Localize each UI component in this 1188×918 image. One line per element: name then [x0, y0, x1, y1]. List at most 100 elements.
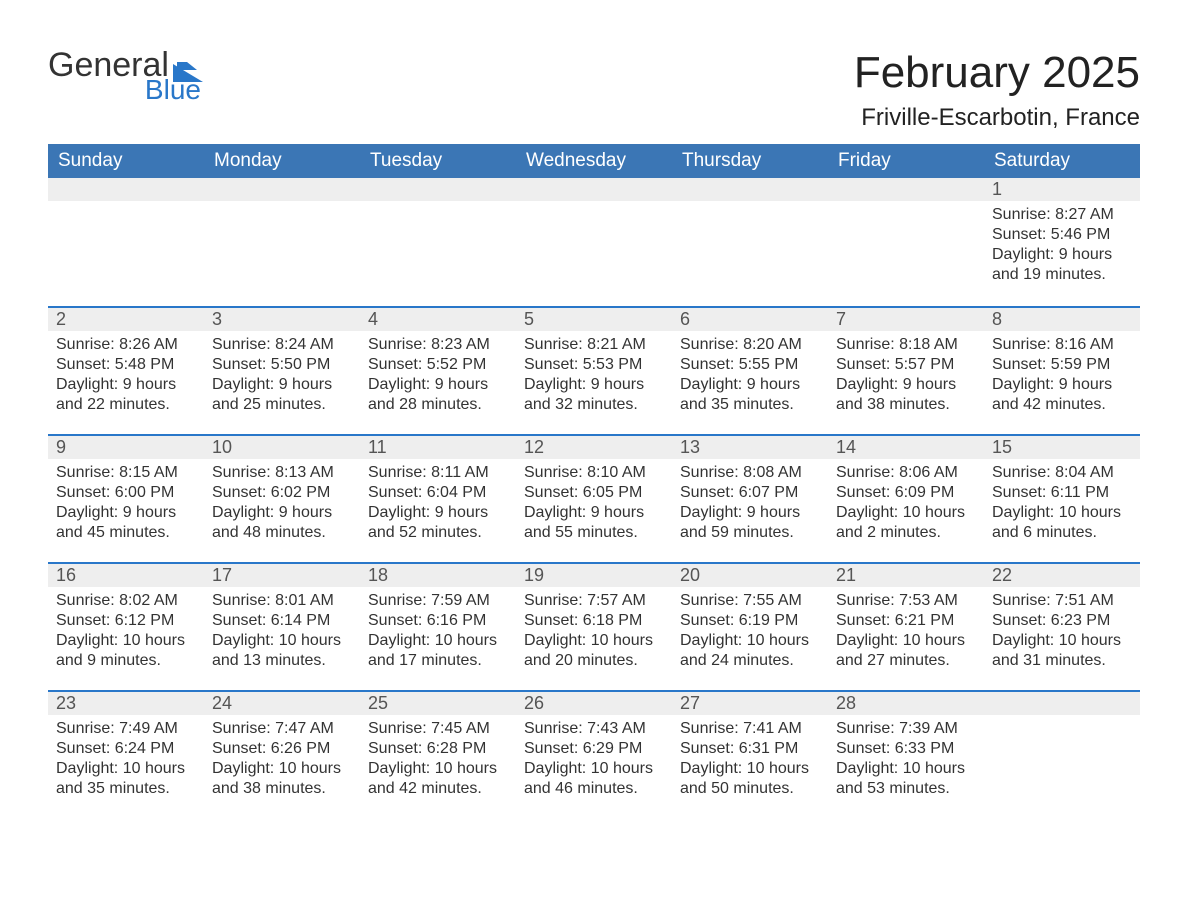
- calendar-cell: 1Sunrise: 8:27 AMSunset: 5:46 PMDaylight…: [984, 178, 1140, 306]
- day-number: 23: [48, 690, 204, 715]
- daylight-line: Daylight: 9 hours and 25 minutes.: [212, 375, 352, 415]
- calendar-cell: 17Sunrise: 8:01 AMSunset: 6:14 PMDayligh…: [204, 562, 360, 690]
- calendar-cell: 24Sunrise: 7:47 AMSunset: 6:26 PMDayligh…: [204, 690, 360, 818]
- day-number: 10: [204, 434, 360, 459]
- day-details: Sunrise: 8:06 AMSunset: 6:09 PMDaylight:…: [828, 459, 984, 551]
- daylight-line: Daylight: 10 hours and 24 minutes.: [680, 631, 820, 671]
- sunset-line: Sunset: 6:07 PM: [680, 483, 820, 503]
- sunrise-line: Sunrise: 8:01 AM: [212, 591, 352, 611]
- sunset-line: Sunset: 6:28 PM: [368, 739, 508, 759]
- sunrise-line: Sunrise: 8:10 AM: [524, 463, 664, 483]
- sunset-line: Sunset: 6:16 PM: [368, 611, 508, 631]
- daylight-line: Daylight: 9 hours and 52 minutes.: [368, 503, 508, 543]
- calendar-cell: 27Sunrise: 7:41 AMSunset: 6:31 PMDayligh…: [672, 690, 828, 818]
- weekday-header: Monday: [204, 144, 360, 178]
- calendar-cell: 10Sunrise: 8:13 AMSunset: 6:02 PMDayligh…: [204, 434, 360, 562]
- day-number: 6: [672, 306, 828, 331]
- calendar-cell: 4Sunrise: 8:23 AMSunset: 5:52 PMDaylight…: [360, 306, 516, 434]
- weekday-header: Thursday: [672, 144, 828, 178]
- sunrise-line: Sunrise: 7:59 AM: [368, 591, 508, 611]
- day-number: 4: [360, 306, 516, 331]
- sunset-line: Sunset: 6:31 PM: [680, 739, 820, 759]
- day-details: Sunrise: 7:45 AMSunset: 6:28 PMDaylight:…: [360, 715, 516, 807]
- day-number: 14: [828, 434, 984, 459]
- sunset-line: Sunset: 6:05 PM: [524, 483, 664, 503]
- calendar-cell: [48, 178, 204, 306]
- weekday-header: Sunday: [48, 144, 204, 178]
- sunset-line: Sunset: 5:46 PM: [992, 225, 1132, 245]
- calendar-cell: 26Sunrise: 7:43 AMSunset: 6:29 PMDayligh…: [516, 690, 672, 818]
- sunrise-line: Sunrise: 7:43 AM: [524, 719, 664, 739]
- sunset-line: Sunset: 6:21 PM: [836, 611, 976, 631]
- calendar-cell: 21Sunrise: 7:53 AMSunset: 6:21 PMDayligh…: [828, 562, 984, 690]
- sunset-line: Sunset: 6:04 PM: [368, 483, 508, 503]
- day-number: 12: [516, 434, 672, 459]
- sunset-line: Sunset: 6:11 PM: [992, 483, 1132, 503]
- daylight-line: Daylight: 10 hours and 13 minutes.: [212, 631, 352, 671]
- day-number: 17: [204, 562, 360, 587]
- daylight-line: Daylight: 10 hours and 6 minutes.: [992, 503, 1132, 543]
- day-number: 27: [672, 690, 828, 715]
- calendar-cell: 7Sunrise: 8:18 AMSunset: 5:57 PMDaylight…: [828, 306, 984, 434]
- daylight-line: Daylight: 10 hours and 42 minutes.: [368, 759, 508, 799]
- daylight-line: Daylight: 10 hours and 38 minutes.: [212, 759, 352, 799]
- day-details: Sunrise: 7:57 AMSunset: 6:18 PMDaylight:…: [516, 587, 672, 679]
- sunrise-line: Sunrise: 8:11 AM: [368, 463, 508, 483]
- sunrise-line: Sunrise: 7:57 AM: [524, 591, 664, 611]
- daylight-line: Daylight: 9 hours and 42 minutes.: [992, 375, 1132, 415]
- day-number: 5: [516, 306, 672, 331]
- sunset-line: Sunset: 6:26 PM: [212, 739, 352, 759]
- daylight-line: Daylight: 9 hours and 55 minutes.: [524, 503, 664, 543]
- sunrise-line: Sunrise: 8:21 AM: [524, 335, 664, 355]
- sunrise-line: Sunrise: 7:39 AM: [836, 719, 976, 739]
- sunrise-line: Sunrise: 7:51 AM: [992, 591, 1132, 611]
- day-number: 20: [672, 562, 828, 587]
- calendar-cell: 15Sunrise: 8:04 AMSunset: 6:11 PMDayligh…: [984, 434, 1140, 562]
- calendar-cell: 12 Sunrise: 8:10 AMSunset: 6:05 PMDayligh…: [516, 434, 672, 562]
- day-details: Sunrise: 8:26 AMSunset: 5:48 PMDaylight:…: [48, 331, 204, 423]
- calendar-cell: 23Sunrise: 7:49 AMSunset: 6:24 PMDayligh…: [48, 690, 204, 818]
- day-number: 11: [360, 434, 516, 459]
- daylight-line: Daylight: 10 hours and 27 minutes.: [836, 631, 976, 671]
- daylight-line: Daylight: 9 hours and 19 minutes.: [992, 245, 1132, 285]
- day-details: Sunrise: 7:49 AMSunset: 6:24 PMDaylight:…: [48, 715, 204, 807]
- sunset-line: Sunset: 6:19 PM: [680, 611, 820, 631]
- sunset-line: Sunset: 5:48 PM: [56, 355, 196, 375]
- daylight-line: Daylight: 10 hours and 31 minutes.: [992, 631, 1132, 671]
- day-number: 18: [360, 562, 516, 587]
- day-number: 25: [360, 690, 516, 715]
- day-details: Sunrise: 8:02 AMSunset: 6:12 PMDaylight:…: [48, 587, 204, 679]
- sunset-line: Sunset: 6:33 PM: [836, 739, 976, 759]
- calendar-cell: [516, 178, 672, 306]
- day-details: Sunrise: 8:11 AMSunset: 6:04 PMDaylight:…: [360, 459, 516, 551]
- sunrise-line: Sunrise: 7:55 AM: [680, 591, 820, 611]
- daylight-line: Daylight: 10 hours and 35 minutes.: [56, 759, 196, 799]
- calendar-cell: [204, 178, 360, 306]
- sunset-line: Sunset: 6:02 PM: [212, 483, 352, 503]
- sunset-line: Sunset: 5:53 PM: [524, 355, 664, 375]
- day-details: Sunrise: 8:18 AMSunset: 5:57 PMDaylight:…: [828, 331, 984, 423]
- calendar-cell: 18Sunrise: 7:59 AMSunset: 6:16 PMDayligh…: [360, 562, 516, 690]
- daylight-line: Daylight: 10 hours and 20 minutes.: [524, 631, 664, 671]
- weekday-header: Tuesday: [360, 144, 516, 178]
- page-title: February 2025: [854, 48, 1140, 98]
- sunset-line: Sunset: 6:23 PM: [992, 611, 1132, 631]
- sunrise-line: Sunrise: 8:23 AM: [368, 335, 508, 355]
- sunrise-line: Sunrise: 7:47 AM: [212, 719, 352, 739]
- sunset-line: Sunset: 5:52 PM: [368, 355, 508, 375]
- calendar-cell: 11Sunrise: 8:11 AMSunset: 6:04 PMDayligh…: [360, 434, 516, 562]
- calendar-cell: [984, 690, 1140, 818]
- sunrise-line: Sunrise: 8:04 AM: [992, 463, 1132, 483]
- weekday-header: Saturday: [984, 144, 1140, 178]
- calendar-cell: 3Sunrise: 8:24 AMSunset: 5:50 PMDaylight…: [204, 306, 360, 434]
- day-details: Sunrise: 7:39 AMSunset: 6:33 PMDaylight:…: [828, 715, 984, 807]
- sunrise-line: Sunrise: 8:06 AM: [836, 463, 976, 483]
- daylight-line: Daylight: 10 hours and 9 minutes.: [56, 631, 196, 671]
- calendar-cell: [672, 178, 828, 306]
- sunrise-line: Sunrise: 8:15 AM: [56, 463, 196, 483]
- logo-word-2: Blue: [48, 76, 207, 104]
- day-details: Sunrise: 8:15 AMSunset: 6:00 PMDaylight:…: [48, 459, 204, 551]
- sunset-line: Sunset: 6:09 PM: [836, 483, 976, 503]
- daylight-line: Daylight: 9 hours and 35 minutes.: [680, 375, 820, 415]
- day-details: Sunrise: 8:21 AMSunset: 5:53 PMDaylight:…: [516, 331, 672, 423]
